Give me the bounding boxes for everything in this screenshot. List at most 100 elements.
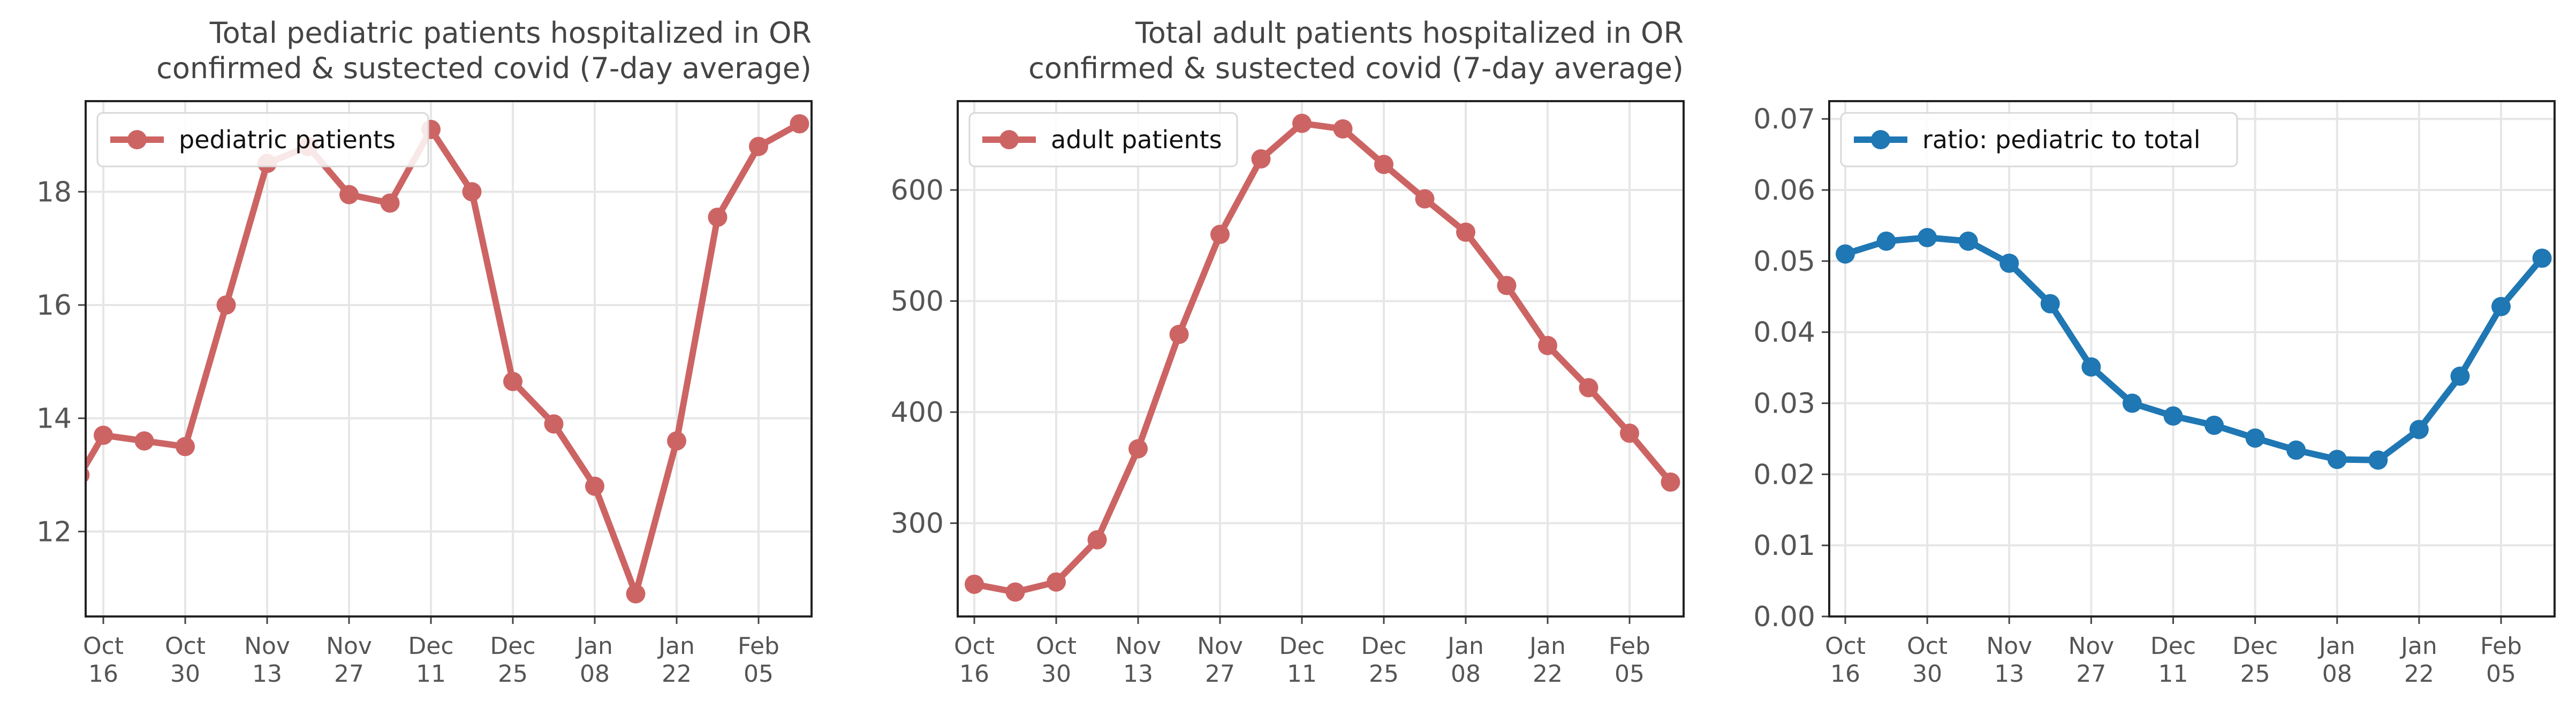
- y-tick-label: 18: [36, 176, 72, 208]
- x-tick-label: Feb 05: [738, 633, 779, 688]
- x-tick-label: Jan 22: [2399, 633, 2437, 688]
- axes-frame: [957, 100, 1685, 618]
- x-tick-label: Dec 25: [2232, 633, 2278, 688]
- series-group: [1836, 228, 2552, 470]
- data-point: [1661, 472, 1680, 492]
- x-tick-label: Nov 13: [1986, 633, 2032, 688]
- x-tick-month: Oct: [165, 633, 206, 660]
- axes-frame: [1828, 100, 2556, 618]
- x-tick-label: Oct 30: [1036, 633, 1077, 688]
- data-point: [1958, 231, 1978, 251]
- x-tick-month: Oct: [1825, 633, 1866, 660]
- x-tick-month: Dec: [490, 633, 535, 660]
- x-tick-day: 16: [959, 660, 989, 688]
- data-point: [2491, 296, 2511, 316]
- data-point: [708, 207, 728, 227]
- y-tick-label: 12: [36, 516, 72, 548]
- x-tick-month: Jan: [2399, 633, 2437, 660]
- y-tick-label: 400: [891, 397, 944, 429]
- x-tick-label: Feb 05: [2480, 633, 2522, 688]
- data-point: [790, 114, 809, 134]
- x-tick-day: 05: [1615, 660, 1645, 688]
- x-tick-month: Oct: [1907, 633, 1948, 660]
- y-tick-label: 600: [891, 174, 944, 207]
- x-tick-day: 16: [1830, 660, 1860, 688]
- series-group: [86, 114, 809, 604]
- x-tick-day: 05: [2486, 660, 2516, 688]
- x-tick-month: Jan: [1446, 633, 1484, 660]
- x-tick-month: Dec: [2232, 633, 2278, 660]
- y-tick-label: 0.03: [1753, 388, 1815, 420]
- x-tick-label: Dec 11: [408, 633, 453, 688]
- data-point: [1836, 244, 1855, 264]
- x-tick-day: 08: [2322, 660, 2352, 688]
- chart-title: Total adult patients hospitalized in OR c…: [1028, 16, 1684, 85]
- data-point: [2450, 367, 2470, 386]
- x-tick-day: 08: [1451, 660, 1481, 688]
- legend: ratio: pediatric to total: [1840, 112, 2238, 167]
- y-tick-label: 0.00: [1753, 601, 1815, 633]
- legend-marker-swatch: [999, 130, 1019, 149]
- data-point: [2081, 357, 2101, 377]
- data-point: [2040, 294, 2060, 314]
- y-tick-label: 300: [891, 508, 944, 540]
- x-tick-label: Oct 16: [954, 633, 995, 688]
- x-tick-label: Dec 25: [490, 633, 535, 688]
- data-point: [1333, 119, 1353, 139]
- x-tick-day: 25: [498, 660, 528, 688]
- chart-title: Total pediatric patients hospitalized in…: [156, 16, 812, 85]
- y-tick-label: 0.04: [1753, 317, 1815, 349]
- x-tick-month: Feb: [738, 633, 779, 660]
- chart-title-line: Total adult patients hospitalized in OR: [1135, 16, 1684, 50]
- data-point: [1999, 253, 2019, 273]
- x-tick-day: 05: [744, 660, 774, 688]
- data-point: [1374, 155, 1393, 174]
- x-tick-day: 27: [1205, 660, 1235, 688]
- legend-label: pediatric patients: [179, 125, 396, 154]
- data-point: [1456, 222, 1475, 242]
- data-point: [626, 584, 646, 604]
- x-tick-day: 30: [1041, 660, 1071, 688]
- x-tick-month: Dec: [1279, 633, 1324, 660]
- data-point: [1251, 149, 1271, 169]
- x-tick-month: Oct: [1036, 633, 1077, 660]
- data-point: [2286, 440, 2306, 460]
- x-tick-label: Jan 08: [1446, 633, 1484, 688]
- x-tick-month: Dec: [408, 633, 453, 660]
- data-point: [2327, 450, 2347, 469]
- x-tick-day: 27: [2076, 660, 2106, 688]
- y-tick-label: 14: [36, 403, 72, 435]
- series-line: [1844, 234, 2545, 463]
- data-point: [1292, 113, 1312, 133]
- x-tick-day: 13: [1994, 660, 2024, 688]
- legend-marker-swatch: [127, 130, 147, 149]
- data-point: [1579, 378, 1598, 398]
- data-point: [380, 193, 400, 213]
- data-point: [585, 476, 604, 496]
- legend-label: adult patients: [1051, 125, 1222, 154]
- x-tick-label: Dec 11: [2150, 633, 2196, 688]
- legend: adult patients: [968, 112, 1238, 167]
- data-point: [2122, 393, 2142, 413]
- data-point: [462, 182, 482, 202]
- x-tick-day: 25: [1369, 660, 1399, 688]
- data-point: [1210, 225, 1230, 245]
- x-tick-label: Nov 27: [2068, 633, 2114, 688]
- y-tick-label: 0.06: [1753, 174, 1815, 207]
- data-point: [2409, 420, 2429, 439]
- data-point: [134, 431, 154, 451]
- chart-title-line: confirmed & sustected covid (7-day avera…: [156, 51, 812, 85]
- x-tick-day: 13: [252, 660, 282, 688]
- x-tick-day: 11: [2158, 660, 2188, 688]
- x-tick-label: Jan 08: [575, 633, 613, 688]
- x-tick-day: 22: [2404, 660, 2434, 688]
- data-point: [1620, 423, 1639, 443]
- data-point: [94, 425, 113, 445]
- x-tick-label: Oct 30: [1907, 633, 1948, 688]
- x-tick-month: Nov: [1115, 633, 1161, 660]
- x-tick-month: Nov: [326, 633, 372, 660]
- series-group: [965, 113, 1680, 602]
- data-point: [1876, 231, 1896, 251]
